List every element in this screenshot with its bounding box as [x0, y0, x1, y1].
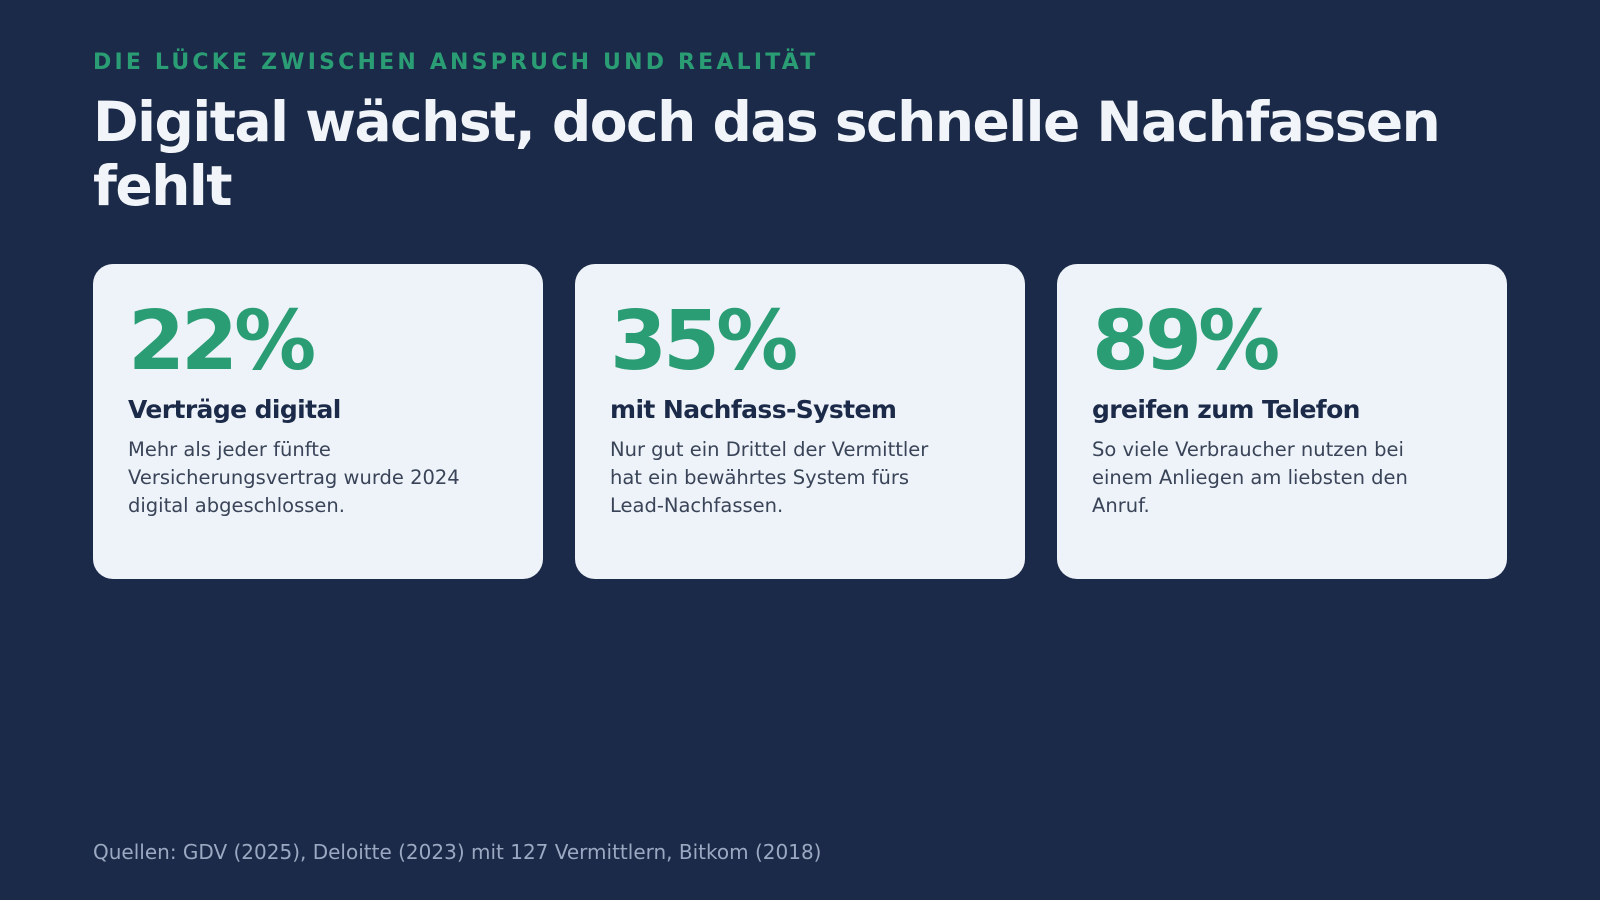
slide-eyebrow: DIE LÜCKE ZWISCHEN ANSPRUCH UND REALITÄT: [93, 50, 819, 75]
stat-label: mit Nachfass-System: [610, 395, 897, 424]
stat-cards: 22% Verträge digital Mehr als jeder fünf…: [93, 264, 1507, 579]
stat-card-digital-contracts: 22% Verträge digital Mehr als jeder fünf…: [93, 264, 543, 579]
stat-description: Nur gut ein Drittel der Vermittler hat e…: [610, 438, 929, 517]
stat-value: 22%: [128, 294, 316, 389]
stat-label: Verträge digital: [128, 395, 341, 424]
stat-description: Mehr als jeder fünfte Versicherungsvertr…: [128, 438, 460, 517]
slide-title: Digital wächst, doch das schnelle Nachfa…: [93, 90, 1441, 218]
stat-description: So viele Verbraucher nutzen bei einem An…: [1092, 438, 1408, 517]
sources-footnote: Quellen: GDV (2025), Deloitte (2023) mit…: [93, 840, 822, 864]
stat-card-phone-preference: 89% greifen zum Telefon So viele Verbrau…: [1057, 264, 1507, 579]
stat-value: 35%: [610, 294, 798, 389]
stat-card-follow-up-system: 35% mit Nachfass-System Nur gut ein Drit…: [575, 264, 1025, 579]
stat-label: greifen zum Telefon: [1092, 395, 1360, 424]
stat-value: 89%: [1092, 294, 1280, 389]
